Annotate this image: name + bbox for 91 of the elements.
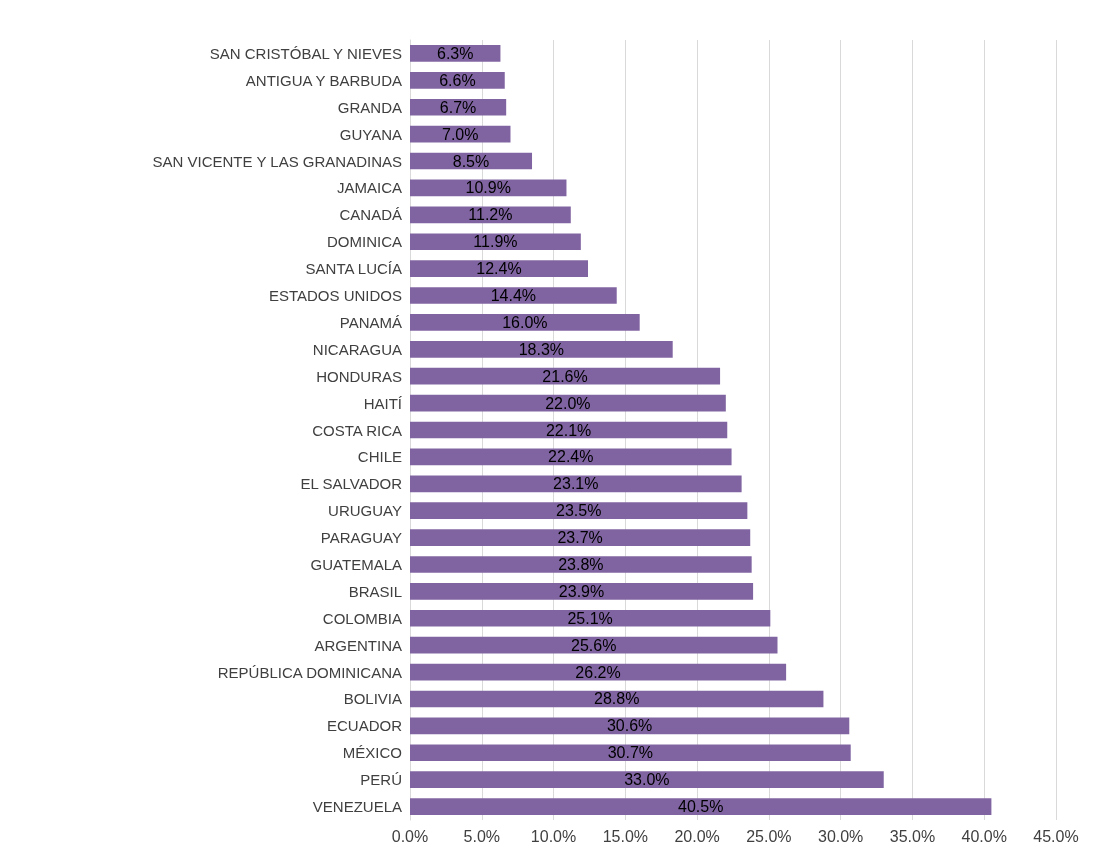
y-tick-label: BOLIVIA xyxy=(343,690,402,708)
data-label: 21.6% xyxy=(542,367,588,385)
y-tick-label: DOMINICA xyxy=(327,233,402,251)
x-tick-label: 20.0% xyxy=(674,827,720,845)
y-tick-label: GRANDA xyxy=(337,98,402,116)
data-label: 16.0% xyxy=(502,313,548,331)
y-tick-label: GUYANA xyxy=(339,125,402,143)
y-tick-label: HONDURAS xyxy=(316,367,402,385)
y-tick-label: EL SALVADOR xyxy=(300,475,403,493)
data-label: 14.4% xyxy=(490,287,537,305)
y-tick-label: SAN CRISTÓBAL Y NIEVES xyxy=(209,44,402,62)
bar xyxy=(410,314,640,331)
data-label: 30.6% xyxy=(606,717,653,735)
y-tick-label: VENEZUELA xyxy=(312,798,402,816)
bar xyxy=(410,663,787,681)
data-label: 23.1% xyxy=(553,475,599,493)
data-label: 6.3% xyxy=(436,44,474,62)
y-tick-label: CANADÁ xyxy=(339,206,402,224)
y-tick-label: SANTA LUCÍA xyxy=(305,260,402,278)
y-tick-label: BRASIL xyxy=(348,582,402,600)
y-tick-label: HAITÍ xyxy=(363,394,403,412)
bar xyxy=(410,771,884,788)
y-tick-label: PANAMÁ xyxy=(339,313,402,331)
bar xyxy=(410,340,673,358)
x-tick-label: 45.0% xyxy=(1033,827,1079,845)
data-label: 25.1% xyxy=(567,609,613,627)
y-tick-label: MÉXICO xyxy=(342,744,402,762)
y-tick-label: ANTIGUA Y BARBUDA xyxy=(245,71,402,89)
data-label: 12.4% xyxy=(476,260,522,278)
bar xyxy=(410,448,732,466)
y-tick-label: URUGUAY xyxy=(328,502,402,520)
data-label: 22.1% xyxy=(545,421,592,439)
bar xyxy=(410,421,728,439)
bar xyxy=(410,206,571,224)
bar xyxy=(410,233,581,251)
x-tick-label: 40.0% xyxy=(961,827,1007,845)
x-tick-label: 15.0% xyxy=(602,827,649,845)
y-tick-label: SAN VICENTE Y LAS GRANADINAS xyxy=(152,152,402,170)
bar xyxy=(410,394,726,412)
y-tick-label: PARAGUAY xyxy=(320,529,402,547)
x-tick-label: 35.0% xyxy=(889,827,936,845)
bar xyxy=(410,583,754,600)
data-label: 25.6% xyxy=(571,636,617,654)
data-label: 22.4% xyxy=(548,448,594,466)
y-tick-label: ECUADOR xyxy=(326,717,403,735)
data-label: 6.7% xyxy=(439,98,477,116)
bar xyxy=(410,556,752,573)
y-tick-label: PERÚ xyxy=(360,771,402,789)
data-label: 23.7% xyxy=(557,529,603,547)
data-label: 33.0% xyxy=(624,771,670,789)
bar xyxy=(410,744,851,762)
data-label: 28.8% xyxy=(594,690,640,708)
data-label: 23.8% xyxy=(558,555,604,573)
data-label: 10.9% xyxy=(465,179,511,197)
y-tick-label: REPÚBLICA DOMINICANA xyxy=(217,663,402,681)
data-label: 40.5% xyxy=(678,798,724,816)
y-tick-label: ESTADOS UNIDOS xyxy=(268,287,402,305)
y-tick-label: JAMAICA xyxy=(336,179,402,197)
bar xyxy=(410,609,771,627)
data-label: 26.2% xyxy=(575,663,621,681)
data-label: 11.9% xyxy=(473,233,518,251)
x-tick-label: 30.0% xyxy=(817,827,864,845)
data-label: 11.2% xyxy=(468,206,513,224)
data-label: 7.0% xyxy=(442,125,479,143)
y-tick-label: COLOMBIA xyxy=(322,609,402,627)
y-tick-label: CHILE xyxy=(357,448,402,466)
bar xyxy=(410,502,748,520)
bar xyxy=(410,636,778,654)
y-tick-label: COSTA RICA xyxy=(312,421,402,439)
data-label: 22.0% xyxy=(545,394,591,412)
y-tick-label: NICARAGUA xyxy=(312,340,402,358)
bar xyxy=(410,690,824,708)
x-tick-label: 25.0% xyxy=(746,827,792,845)
data-label: 18.3% xyxy=(518,340,565,358)
data-label: 23.5% xyxy=(555,502,602,520)
data-label: 30.7% xyxy=(607,744,654,762)
bar xyxy=(410,717,850,735)
data-label: 8.5% xyxy=(452,152,490,170)
bar xyxy=(410,529,751,546)
y-tick-label: GUATEMALA xyxy=(310,555,402,573)
data-label: 6.6% xyxy=(439,71,476,89)
bar xyxy=(410,475,742,493)
x-tick-label: 0.0% xyxy=(391,827,429,845)
x-tick-label: 5.0% xyxy=(463,827,501,845)
bar xyxy=(410,260,589,277)
x-tick-label: 10.0% xyxy=(530,827,577,845)
bar xyxy=(410,287,617,304)
y-tick-label: ARGENTINA xyxy=(314,636,402,654)
bar xyxy=(410,798,992,815)
data-label: 23.9% xyxy=(558,582,605,600)
bar xyxy=(410,367,721,385)
